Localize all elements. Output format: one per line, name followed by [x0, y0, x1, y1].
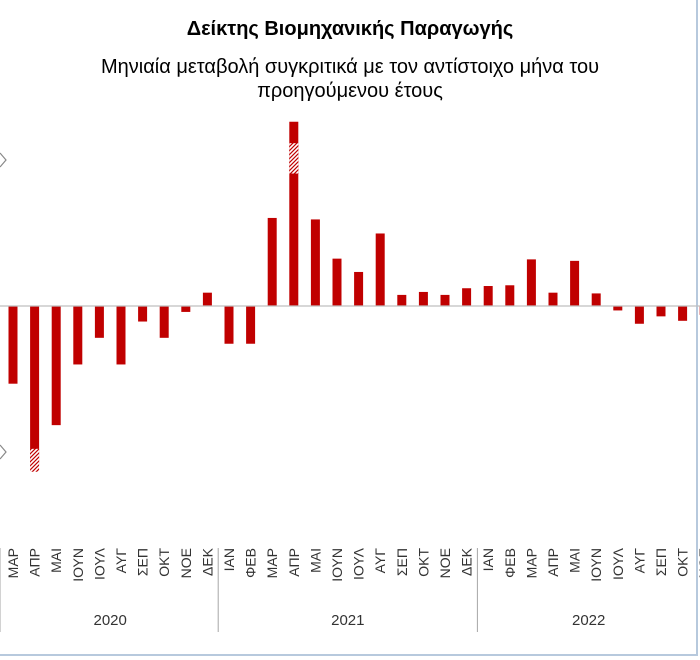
- bar-28: [613, 306, 623, 311]
- bar-17: [375, 233, 385, 306]
- bar-27: [591, 293, 601, 306]
- hatched-segment-1: [289, 143, 299, 174]
- bar-24: [526, 259, 536, 306]
- bar-18: [397, 294, 407, 306]
- x-tick-label: ΙΟΥΛ: [351, 547, 367, 580]
- bar-6: [138, 306, 148, 322]
- bar-5: [116, 306, 126, 365]
- bar-15: [332, 258, 342, 306]
- axis-marker-1: [0, 444, 7, 460]
- x-tick-label: ΦΕΒ: [243, 548, 259, 578]
- x-tick-label: ΜΑΡ: [264, 548, 280, 578]
- bar-3: [73, 306, 83, 365]
- x-tick-label: ΑΥΓ: [372, 548, 388, 574]
- bar-8: [181, 306, 191, 312]
- x-tick-label: ΝΟΕ: [178, 548, 194, 578]
- x-tick-label: ΙΑΝ: [221, 548, 237, 571]
- bar-25: [548, 292, 558, 306]
- year-label-2022: 2022: [572, 612, 605, 629]
- x-tick-label: ΙΟΥΝ: [329, 548, 345, 582]
- bar-2: [51, 306, 61, 426]
- x-tick-label: ΣΕΠ: [135, 548, 151, 576]
- x-tick-label: ΝΟΕ: [437, 548, 453, 578]
- bar-19: [418, 291, 428, 306]
- bar-0: [8, 306, 18, 384]
- x-tick-label: ΜΑΙ: [307, 548, 323, 573]
- x-tick-label: ΟΚΤ: [675, 548, 691, 577]
- x-tick-label: ΑΠΡ: [27, 548, 43, 577]
- x-tick-label: ΟΚΤ: [156, 548, 172, 577]
- x-tick-label: ΔΕΚ: [459, 547, 475, 576]
- x-tick-label: ΑΥΓ: [113, 548, 129, 574]
- x-tick-label: ΜΑΡ: [5, 548, 21, 578]
- bar-7: [159, 306, 169, 338]
- bar-26: [570, 260, 580, 306]
- bar-14: [310, 219, 320, 306]
- x-tick-label: ΜΑΙ: [567, 548, 583, 573]
- bar-21: [462, 288, 472, 306]
- x-tick-label: ΑΠΡ: [545, 548, 561, 577]
- x-tick-label: ΙΟΥΝ: [70, 548, 86, 582]
- chart-title: Δείκτης Βιομηχανικής Παραγωγής: [186, 18, 514, 40]
- bar-11: [246, 306, 256, 344]
- year-label-2021: 2021: [331, 612, 364, 629]
- x-tick-label: ΙΑΝ: [480, 548, 496, 571]
- bar-22: [483, 286, 493, 306]
- bar-9: [202, 292, 212, 306]
- axis-marker-0: [0, 152, 7, 168]
- x-tick-label: ΦΕΒ: [502, 548, 518, 578]
- x-tick-label: ΣΕΠ: [653, 548, 669, 576]
- x-tick-label: ΟΚΤ: [415, 548, 431, 577]
- x-tick-label: ΙΟΥΝ: [588, 548, 604, 582]
- x-tick-label: ΜΑΙ: [48, 548, 64, 573]
- bar-12: [267, 217, 277, 306]
- bar-29: [634, 306, 644, 324]
- bar-10: [224, 306, 234, 344]
- x-tick-label: ΝΟΕ: [696, 548, 700, 578]
- bar-20: [440, 294, 450, 306]
- x-tick-label: ΙΟΥΛ: [91, 547, 107, 580]
- x-tick-label: ΙΟΥΛ: [610, 547, 626, 580]
- x-tick-label: ΜΑΡ: [523, 548, 539, 578]
- chart-subtitle: Μηνιαία μεταβολή συγκριτικά με τον αντίσ…: [100, 56, 600, 102]
- hatched-segment-0: [30, 448, 40, 472]
- bar-16: [354, 271, 364, 306]
- bar-13: [289, 121, 299, 307]
- bar-31: [678, 306, 688, 321]
- bar-4: [94, 306, 104, 338]
- x-tick-label: ΣΕΠ: [394, 548, 410, 576]
- year-label-2020: 2020: [94, 612, 127, 629]
- bar-30: [656, 306, 666, 317]
- bar-23: [505, 285, 515, 306]
- bar-1: [30, 306, 40, 465]
- x-tick-label: ΑΠΡ: [286, 548, 302, 577]
- x-tick-label: ΑΥΓ: [631, 548, 647, 574]
- x-tick-label: ΔΕΚ: [199, 547, 215, 576]
